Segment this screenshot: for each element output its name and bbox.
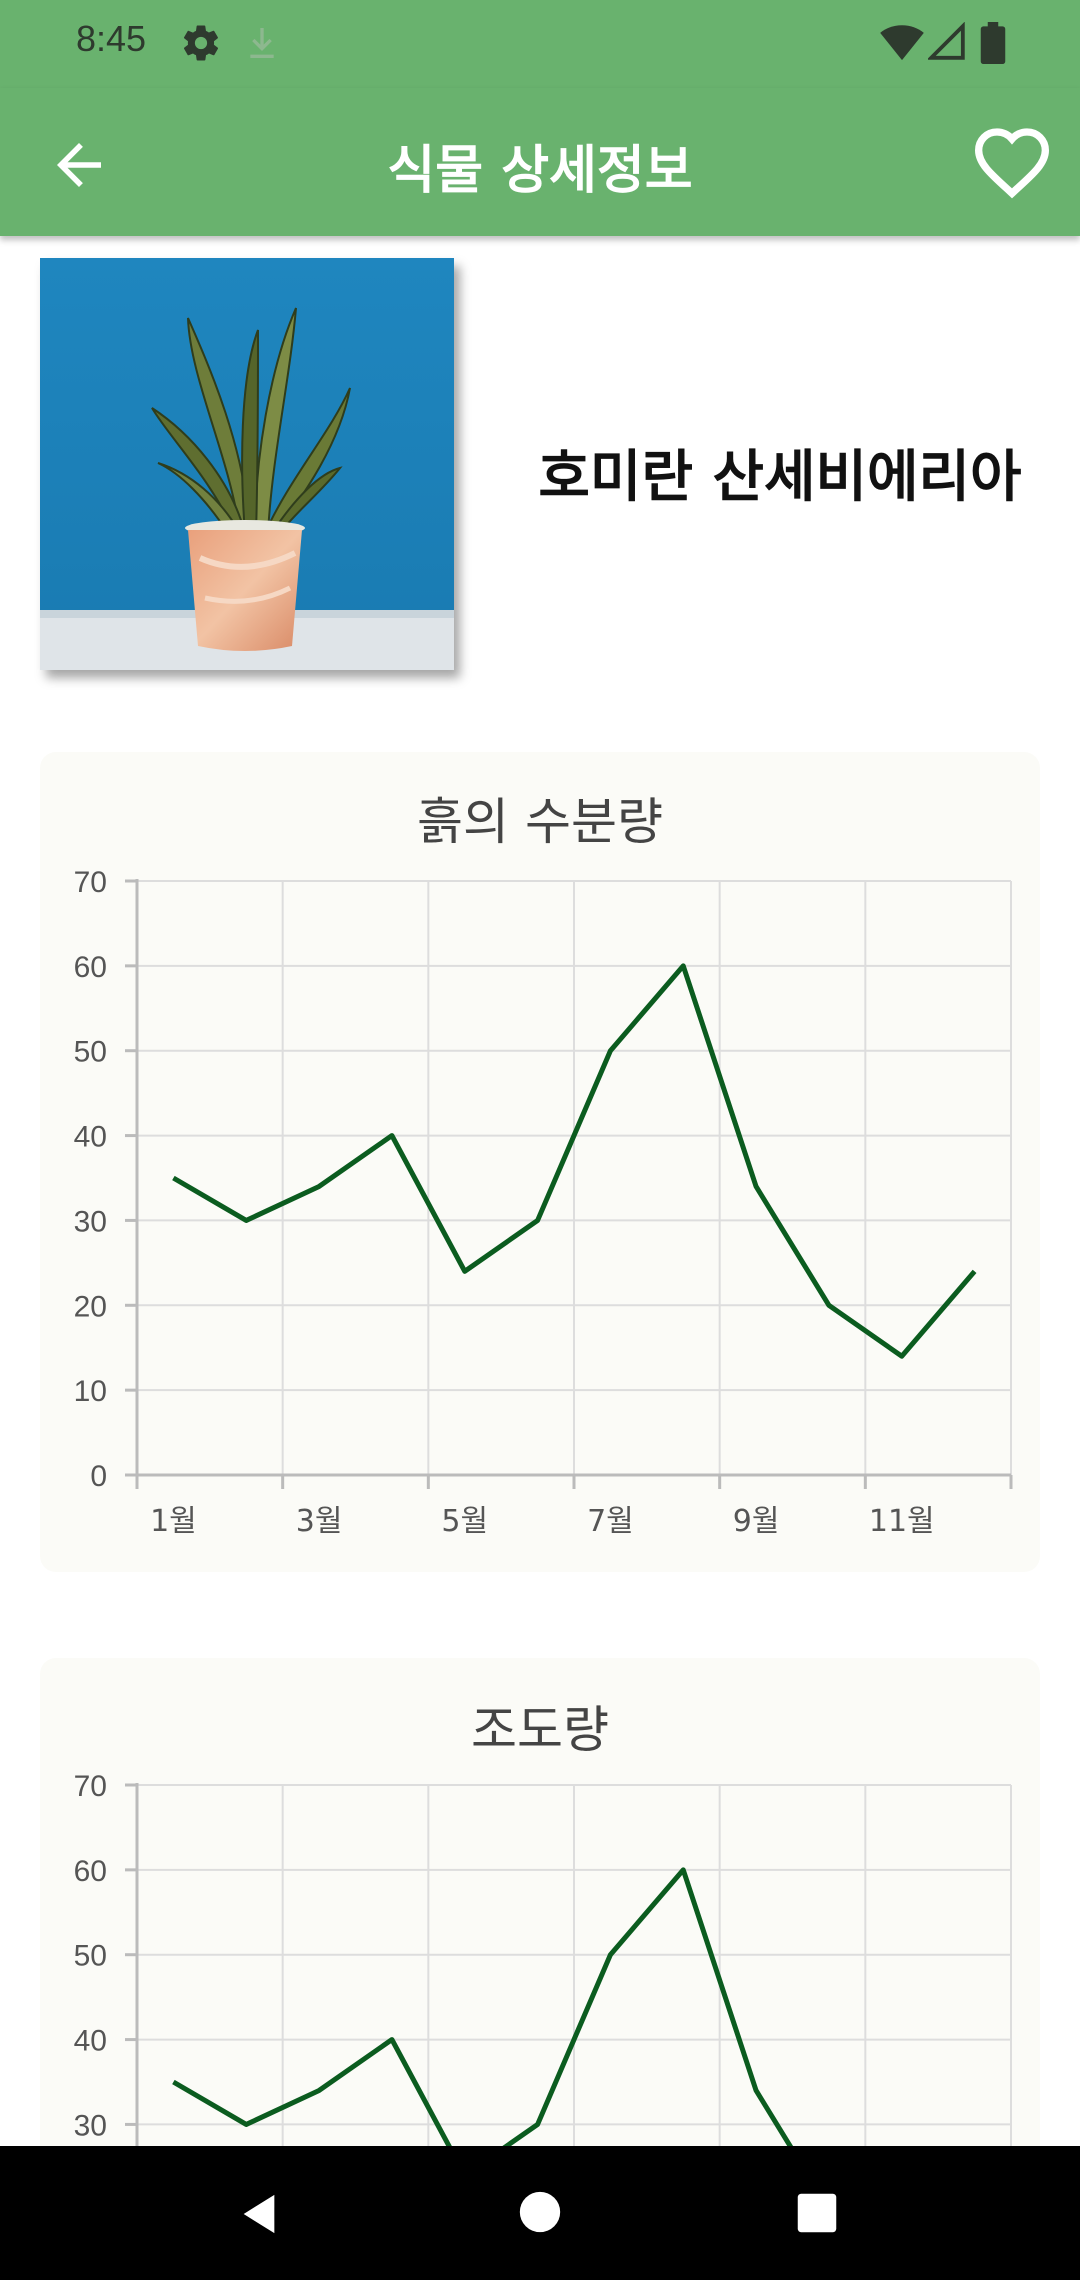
plant-name: 호미란 산세비에리아 xyxy=(538,445,1022,510)
y-tick-label: 10 xyxy=(74,1375,107,1408)
y-tick-label: 40 xyxy=(74,1121,107,1154)
app-bar: 식물 상세정보 xyxy=(0,88,1080,236)
chart-title: 흙의 수분량 xyxy=(417,793,663,851)
y-tick-label: 60 xyxy=(74,1855,107,1888)
home-nav-icon[interactable] xyxy=(518,2190,562,2234)
y-tick-label: 70 xyxy=(74,866,107,899)
data-line xyxy=(172,963,977,1359)
y-tick-label: 70 xyxy=(74,1770,107,1803)
battery-icon xyxy=(980,22,1006,64)
signal-icon xyxy=(928,22,965,60)
y-tick-label: 0 xyxy=(90,1460,107,1493)
back-arrow-icon[interactable] xyxy=(46,132,112,198)
y-tick-label: 30 xyxy=(74,2109,107,2142)
navigation-bar xyxy=(0,2146,1080,2280)
soil-moisture-chart-card: 흙의 수분량 0 10 20 30 40 50 60 70 1월 3월 5월 7월 9월 11월 xyxy=(40,752,1040,1572)
wifi-icon xyxy=(880,25,924,61)
y-tick-label: 50 xyxy=(74,1940,107,1973)
plant-image xyxy=(40,258,454,670)
plant-photo xyxy=(40,258,454,670)
y-tick-label: 60 xyxy=(74,951,107,984)
settings-icon xyxy=(183,25,219,61)
recents-nav-icon[interactable] xyxy=(796,2192,838,2234)
status-bar: 8:45 xyxy=(0,0,1080,88)
y-tick-label: 20 xyxy=(74,1290,107,1323)
status-time: 8:45 xyxy=(76,18,147,59)
page-title: 식물 상세정보 xyxy=(387,141,693,201)
x-tick-label: 7월 xyxy=(587,1504,634,1539)
x-tick-label: 5월 xyxy=(441,1504,488,1539)
y-tick-label: 40 xyxy=(74,2025,107,2058)
download-icon xyxy=(250,28,274,58)
x-tick-label: 3월 xyxy=(296,1504,343,1539)
x-tick-label: 1월 xyxy=(150,1504,197,1539)
heart-icon[interactable] xyxy=(972,124,1052,200)
y-tick-label: 30 xyxy=(74,1205,107,1238)
x-tick-label: 9월 xyxy=(733,1504,780,1539)
y-tick-label: 50 xyxy=(74,1036,107,1069)
chart-title: 조도량 xyxy=(471,1701,609,1759)
back-nav-icon[interactable] xyxy=(236,2190,282,2238)
soil-moisture-chart: 0 10 20 30 40 50 60 70 1월 3월 5월 7월 9월 11월 xyxy=(74,866,1013,1539)
x-tick-label: 11월 xyxy=(869,1504,935,1539)
